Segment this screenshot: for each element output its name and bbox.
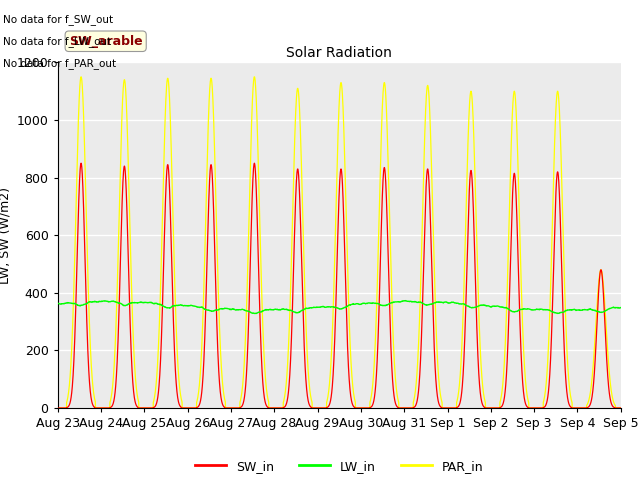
Y-axis label: LW, SW (W/m2): LW, SW (W/m2) [0,187,11,284]
Text: No data for f_SW_out: No data for f_SW_out [3,14,113,25]
Text: No data for f_PAR_out: No data for f_PAR_out [3,58,116,69]
Text: No data for f_LW_out: No data for f_LW_out [3,36,111,47]
Title: Solar Radiation: Solar Radiation [286,46,392,60]
Text: SW_arable: SW_arable [69,35,143,48]
Legend: SW_in, LW_in, PAR_in: SW_in, LW_in, PAR_in [189,455,489,478]
